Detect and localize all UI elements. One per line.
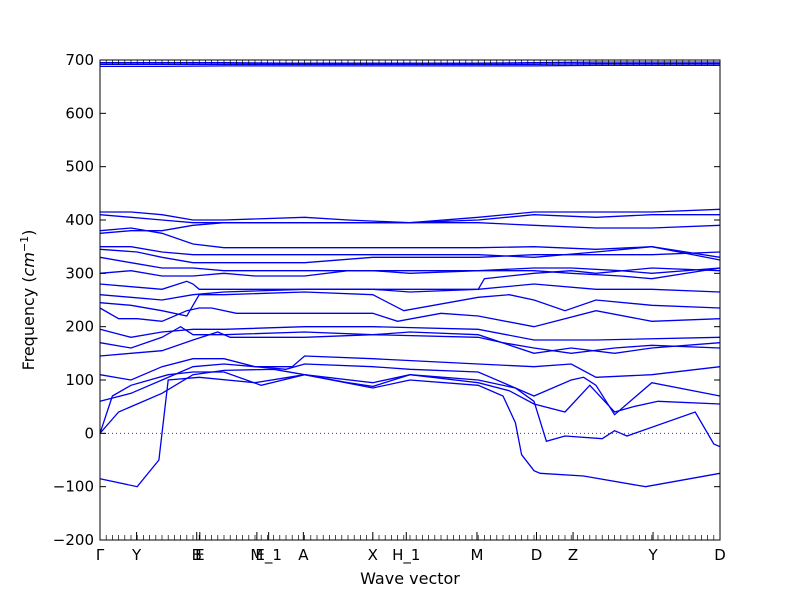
band-line-3	[99, 368, 721, 448]
band-line-10	[99, 291, 721, 317]
band-line-18	[99, 222, 721, 234]
x-tick-label: H_1	[392, 546, 420, 565]
y-axis-title-exp: −1	[18, 236, 31, 252]
x-tick-label: E_1	[255, 546, 282, 565]
y-tick-label: 600	[65, 104, 94, 122]
band-line-5	[99, 355, 721, 381]
x-tick-label: X	[368, 546, 378, 564]
x-tick-label: Y	[131, 546, 142, 564]
x-tick-label: M	[250, 546, 263, 564]
y-tick-label: −200	[53, 531, 94, 549]
band-line-13	[99, 267, 721, 280]
band-line-2	[99, 371, 721, 434]
band-line-8	[99, 326, 721, 341]
band-line-16	[100, 246, 721, 261]
x-tick-label: Y	[647, 546, 658, 564]
x-tick-label: Γ	[96, 546, 105, 564]
y-axis-title-main: Frequency (	[19, 276, 38, 370]
y-axis-title-unit: cm	[19, 252, 38, 276]
y-tick-label: 300	[65, 264, 94, 282]
y-axis-title: Frequency (cm−1)	[18, 230, 38, 371]
x-tick-label: A	[298, 546, 309, 564]
x-axis-title: Wave vector	[360, 569, 460, 588]
y-tick-label: 0	[84, 424, 94, 442]
band-line-19	[99, 214, 720, 224]
band-line-17	[99, 227, 721, 258]
band-line-14	[99, 256, 721, 274]
x-tick-label: E	[195, 546, 204, 564]
y-axis-ticks: −200 −100 0 100 200 300 400 500 600 700	[53, 51, 720, 549]
y-tick-label: −100	[53, 478, 94, 496]
plot-frame	[99, 59, 721, 541]
x-tick-label: D	[531, 546, 543, 564]
band-line-1	[99, 374, 721, 488]
y-tick-label: 400	[65, 211, 94, 229]
x-axis-ticks: Γ Y BE ME_1 A X H_1 M D Z Y D	[96, 60, 726, 565]
y-tick-label: 200	[65, 318, 94, 336]
y-tick-label: 100	[65, 371, 94, 389]
band-lines	[99, 61, 721, 488]
x-tick-label: B	[192, 546, 202, 564]
band-line-20	[100, 208, 721, 224]
y-tick-label: 500	[65, 158, 94, 176]
band-line-21	[100, 64, 720, 68]
y-axis-title-close: )	[19, 230, 38, 236]
y-tick-label: 700	[65, 51, 94, 69]
x-tick-label: Z	[568, 546, 578, 564]
band-line-4	[99, 363, 721, 416]
x-tick-label: M	[470, 546, 483, 564]
band-line-7	[99, 325, 721, 354]
band-line-9	[99, 307, 721, 328]
x-tick-label: D	[714, 546, 726, 564]
band-line-15	[99, 248, 721, 264]
band-line-11	[99, 283, 721, 301]
band-line-12	[99, 267, 721, 290]
